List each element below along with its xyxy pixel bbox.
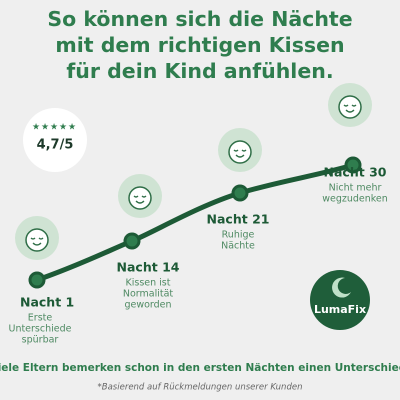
rating-badge	[23, 108, 87, 172]
footer: Viele Eltern bemerken schon in den erste…	[0, 362, 400, 374]
milestone-text: Ruhige	[222, 230, 255, 241]
svg-text:★: ★	[32, 123, 40, 133]
milestone-text: Nicht mehr	[329, 183, 382, 194]
title-line: mit dem richtigen Kissen	[55, 33, 344, 57]
milestone-dot	[231, 184, 249, 202]
face	[228, 140, 252, 164]
title-line: für dein Kind anfühlen.	[66, 59, 333, 83]
milestone-title: Nacht 30	[324, 165, 387, 180]
milestone-text: wegzudenken	[322, 194, 388, 205]
face	[128, 186, 152, 210]
milestone-text: Nächte	[221, 241, 255, 252]
milestone-text: Unterschiede	[8, 324, 71, 335]
stars: ★ ★ ★ ★ ★	[32, 123, 76, 133]
brand: LumaFix	[314, 303, 366, 316]
milestone-dot	[28, 271, 46, 289]
face-eyes	[233, 149, 247, 152]
face-eyes	[343, 104, 357, 107]
title-line: So können sich die Nächte	[47, 7, 352, 31]
milestone-dot	[344, 156, 362, 174]
milestone-text: spürbar	[22, 335, 59, 346]
milestone-text: Erste	[28, 313, 53, 324]
face-eyes	[133, 195, 147, 198]
milestone-text: geworden	[124, 300, 171, 311]
milestone-text: Kissen ist	[126, 278, 171, 289]
face-smile	[32, 242, 42, 246]
milestone-title: Nacht 21	[207, 212, 270, 227]
face	[25, 228, 49, 252]
face-smile	[235, 154, 245, 158]
face-smile	[135, 200, 145, 204]
milestone-title: Nacht 1	[20, 295, 74, 310]
svg-text:★: ★	[59, 123, 67, 133]
face-smile	[345, 109, 355, 113]
face-eyes	[30, 237, 44, 240]
milestone-text: Normalität	[123, 289, 174, 300]
milestone-dot	[123, 232, 141, 250]
svg-text:★: ★	[41, 123, 49, 133]
logo-moon	[332, 277, 351, 298]
rating: 4,7/5	[37, 138, 74, 153]
logo	[310, 270, 370, 330]
svg-text:★: ★	[68, 123, 76, 133]
face	[338, 95, 362, 119]
svg-text:★: ★	[50, 123, 58, 133]
progress-line	[34, 162, 356, 283]
note: *Basierend auf Rückmeldungen unserer Kun…	[98, 383, 303, 393]
milestone-title: Nacht 14	[117, 260, 180, 275]
